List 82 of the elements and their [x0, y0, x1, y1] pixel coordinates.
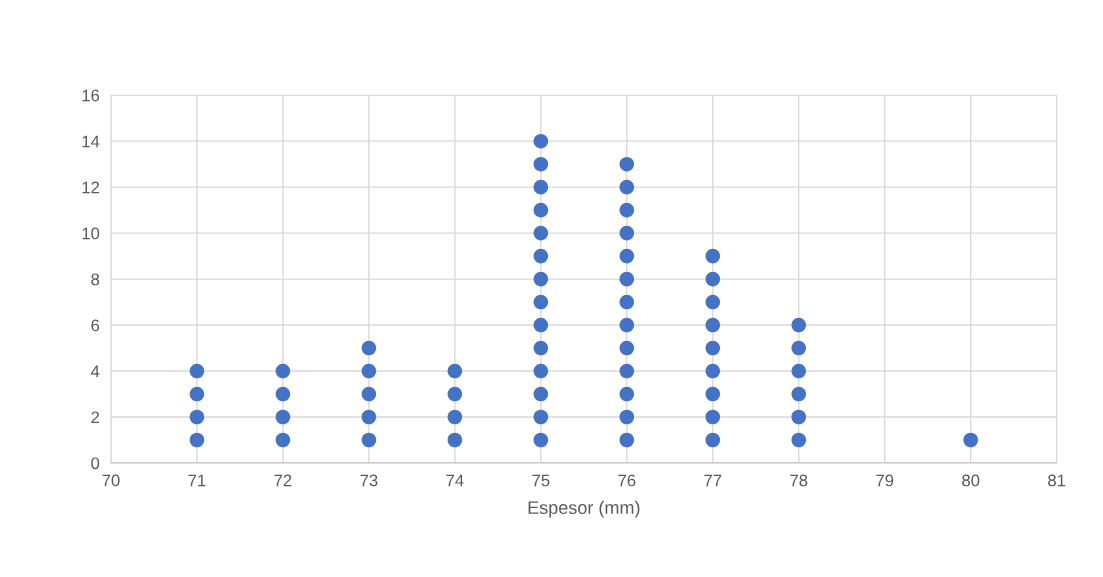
- point: [619, 409, 635, 425]
- x-tick-label: 75: [532, 474, 550, 487]
- x-tick-label: 70: [102, 474, 120, 487]
- point: [705, 248, 721, 264]
- point: [447, 409, 463, 425]
- point: [705, 432, 721, 448]
- point: [705, 363, 721, 379]
- point: [619, 179, 635, 195]
- point: [791, 409, 807, 425]
- point: [533, 202, 549, 218]
- point: [275, 363, 291, 379]
- x-tick-label: 79: [876, 474, 894, 487]
- x-tick-label: 77: [704, 474, 722, 487]
- y-tick-label: 12: [82, 181, 100, 194]
- y-tick-label: 10: [82, 227, 100, 240]
- point: [705, 409, 721, 425]
- point: [189, 432, 205, 448]
- x-tick-label: 81: [1048, 474, 1066, 487]
- point: [705, 386, 721, 402]
- point: [275, 432, 291, 448]
- point: [533, 179, 549, 195]
- y-tick-label: 0: [91, 457, 100, 470]
- point: [533, 363, 549, 379]
- point: [533, 133, 549, 149]
- point: [619, 225, 635, 241]
- x-tick-label: 76: [618, 474, 636, 487]
- point: [447, 432, 463, 448]
- x-tick-label: 74: [446, 474, 464, 487]
- point: [791, 340, 807, 356]
- y-tick-label: 2: [91, 411, 100, 424]
- point: [619, 363, 635, 379]
- point: [619, 386, 635, 402]
- point: [619, 432, 635, 448]
- point: [447, 386, 463, 402]
- point: [705, 294, 721, 310]
- point: [275, 386, 291, 402]
- point: [619, 156, 635, 172]
- y-tick-label: 14: [82, 135, 100, 148]
- point: [361, 363, 377, 379]
- point: [189, 386, 205, 402]
- point: [533, 248, 549, 264]
- point: [619, 271, 635, 287]
- point: [791, 317, 807, 333]
- point: [533, 340, 549, 356]
- point: [189, 409, 205, 425]
- point: [533, 271, 549, 287]
- point: [619, 294, 635, 310]
- point: [791, 432, 807, 448]
- x-axis-title: Espesor (mm): [528, 500, 640, 518]
- y-tick-label: 4: [90, 365, 100, 378]
- point: [447, 363, 463, 379]
- point: [533, 317, 549, 333]
- point: [533, 386, 549, 402]
- point: [791, 386, 807, 402]
- point: [705, 317, 721, 333]
- y-tick-label: 16: [82, 89, 100, 102]
- point: [619, 317, 635, 333]
- point: [361, 386, 377, 402]
- point: [619, 248, 635, 264]
- x-tick-label: 73: [360, 474, 378, 487]
- x-tick-label: 80: [962, 474, 980, 487]
- point: [275, 409, 291, 425]
- point: [705, 340, 721, 356]
- y-tick-label: 8: [91, 273, 100, 286]
- point: [533, 156, 549, 172]
- point: [963, 432, 978, 448]
- point: [533, 432, 549, 448]
- point: [189, 363, 205, 379]
- point: [533, 294, 549, 310]
- point: [619, 202, 635, 218]
- point: [619, 340, 635, 356]
- point: [361, 409, 377, 425]
- point: [533, 225, 549, 241]
- point: [533, 409, 549, 425]
- y-tick-label: 6: [91, 319, 100, 332]
- x-tick-label: 71: [188, 474, 206, 487]
- point: [361, 340, 377, 356]
- x-tick-label: 72: [274, 474, 292, 487]
- point: [361, 432, 377, 448]
- point: [791, 363, 807, 379]
- point: [705, 271, 721, 287]
- x-tick-label: 78: [790, 474, 808, 487]
